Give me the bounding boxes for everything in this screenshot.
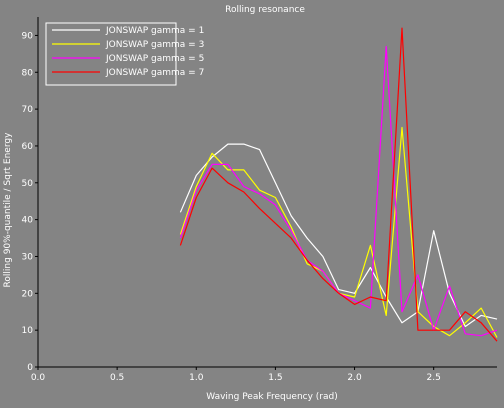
y-tick-label: 0 <box>27 363 33 373</box>
y-tick-label: 40 <box>22 216 34 226</box>
axes-group: 0 10 20 30 40 50 60 70 80 90 0.0 0.5 1.0 1.5 2.0 2.5 <box>22 17 497 383</box>
x-tick-label: 1.0 <box>189 373 204 383</box>
x-tick-label: 0.0 <box>31 373 46 383</box>
y-tick-label: 70 <box>22 105 34 115</box>
series-line-2 <box>179 126 498 338</box>
legend-label-3: JONSWAP gamma = 5 <box>105 54 204 64</box>
x-tick-label: 0.5 <box>110 373 124 383</box>
y-tick-label: 50 <box>22 179 34 189</box>
x-tick-label: 2.5 <box>427 373 441 383</box>
legend-label-1: JONSWAP gamma = 1 <box>105 26 204 36</box>
y-tick-label: 10 <box>22 326 34 336</box>
chart-title: Rolling resonance <box>225 5 305 15</box>
y-tick-label: 20 <box>22 289 34 299</box>
series-line-1 <box>179 143 498 328</box>
legend-box <box>45 22 177 86</box>
y-tick-label: 60 <box>22 142 34 152</box>
y-axis-label: Rolling 90%-quantile / Sqrt Energy <box>3 132 13 288</box>
y-tick-label: 90 <box>22 31 34 41</box>
x-tick-label: 1.5 <box>268 373 282 383</box>
y-tick-label: 30 <box>22 252 34 262</box>
x-tick-label: 2.0 <box>347 373 362 383</box>
series-line-4 <box>179 27 498 342</box>
legend-label-2: JONSWAP gamma = 3 <box>105 40 204 50</box>
x-axis-label: Waving Peak Frequency (rad) <box>206 392 337 402</box>
series-group <box>179 27 498 342</box>
legend: JONSWAP gamma = 1 JONSWAP gamma = 3 JONSWA… <box>45 22 204 86</box>
y-tick-label: 80 <box>22 68 34 78</box>
legend-label-4: JONSWAP gamma = 7 <box>105 68 204 78</box>
